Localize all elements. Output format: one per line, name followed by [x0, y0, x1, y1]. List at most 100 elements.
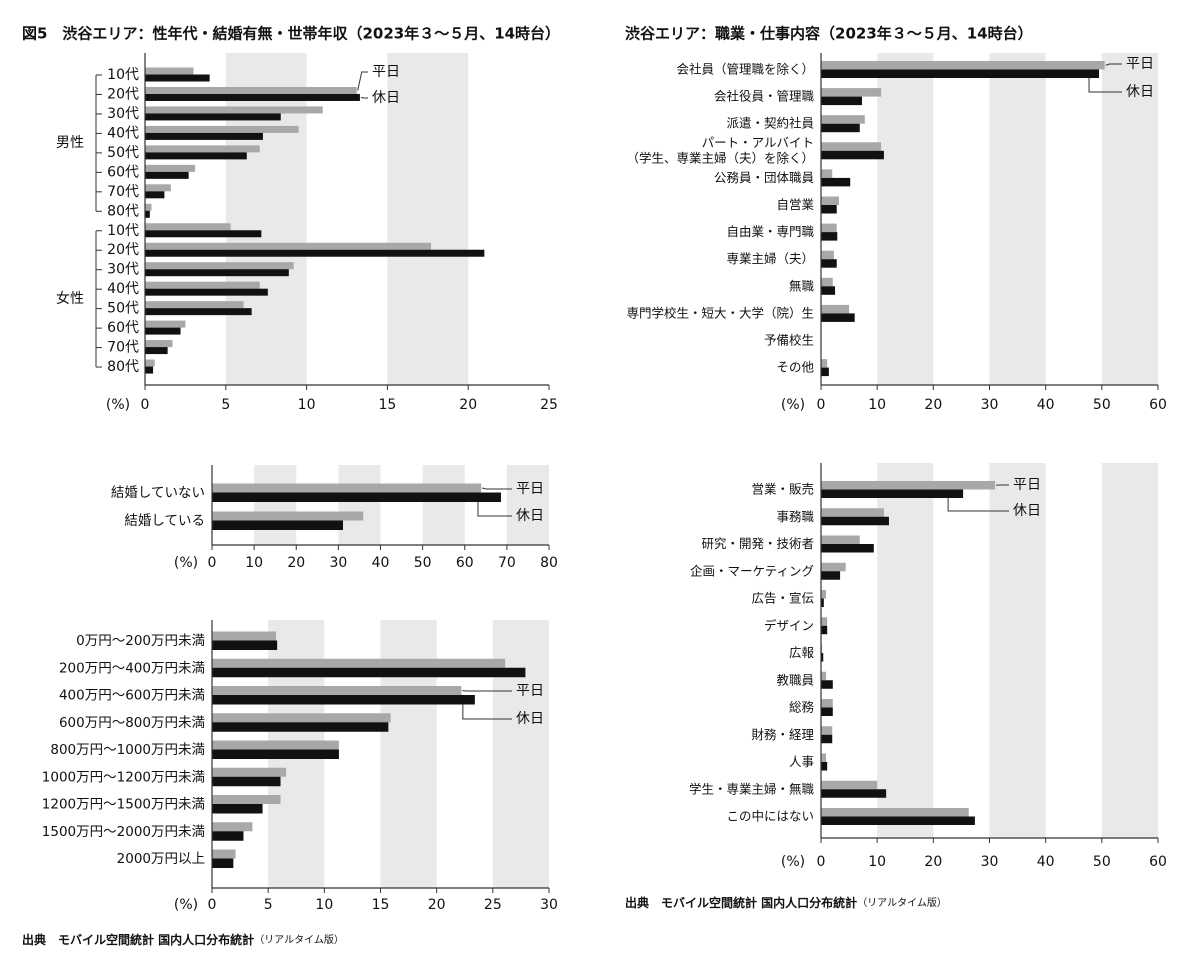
category-label: 200万円～400万円未満 [59, 660, 205, 676]
bar-weekday [821, 508, 884, 517]
bar-holiday [212, 776, 281, 787]
bar-weekday [145, 125, 299, 133]
holiday-leader-line [360, 96, 368, 99]
category-label: 60代 [107, 320, 139, 336]
category-label: 自営業 [776, 197, 814, 212]
shaded-band [506, 465, 549, 545]
bar-holiday [212, 858, 234, 868]
category-label: 無職 [789, 278, 815, 293]
bar-weekday [821, 61, 1105, 70]
weekday-leader-line [482, 487, 512, 490]
category-label: 公務員・団体職員 [714, 170, 815, 185]
holiday-series-label: 休日 [516, 711, 544, 727]
category-label: （学生、専業主婦（夫）を除く） [626, 151, 814, 166]
shaded-band [225, 53, 307, 385]
x-tick-label: 60 [1149, 397, 1167, 413]
category-label: 1200万円～1500万円未満 [42, 797, 205, 813]
x-tick-label: 30 [981, 397, 999, 413]
bar-holiday [145, 249, 485, 257]
bar-weekday [821, 88, 882, 97]
bar-holiday [821, 816, 975, 825]
category-label: 総務 [789, 700, 815, 715]
x-tick-label: 40 [1037, 397, 1055, 413]
bar-weekday [145, 203, 152, 211]
category-label: 30代 [107, 106, 139, 122]
right-figure-title: 渋谷エリア：職業・仕事内容（2023年３～５月、14時台） [625, 25, 1033, 43]
bar-weekday [821, 196, 839, 205]
category-label: 10代 [107, 67, 139, 83]
holiday-series-label: 休日 [1013, 503, 1041, 519]
bar-weekday [212, 511, 364, 521]
bar-holiday [821, 123, 860, 133]
bar-holiday [145, 152, 247, 160]
x-tick-label: 50 [414, 555, 432, 571]
category-label: 専業主婦（夫） [726, 251, 814, 266]
bar-holiday [821, 598, 824, 607]
holiday-leader-line [462, 704, 512, 720]
x-tick-label: 25 [540, 397, 558, 413]
bar-holiday [145, 171, 189, 179]
category-label: 企画・マーケティング [690, 563, 814, 578]
x-axis-unit-label: (%) [174, 897, 198, 913]
bar-weekday [821, 562, 846, 572]
bar-holiday [821, 259, 837, 268]
category-label: 70代 [107, 184, 139, 200]
category-label: 10代 [107, 223, 139, 239]
category-label: 40代 [107, 281, 139, 297]
category-label: 30代 [107, 262, 139, 278]
holiday-series-label: 休日 [516, 508, 544, 524]
shaded-band [877, 53, 934, 385]
bar-holiday [821, 150, 884, 160]
source-edition-text: （リアルタイム版） [857, 896, 947, 909]
x-tick-label: 60 [1149, 854, 1167, 870]
category-label: 教職員 [776, 672, 814, 687]
bar-weekday [821, 250, 834, 260]
x-axis-unit-label: (%) [781, 854, 805, 870]
category-label: 60代 [107, 164, 139, 180]
category-label: 派遣・契約社員 [726, 116, 814, 131]
bar-holiday [145, 230, 262, 238]
x-tick-label: 15 [372, 897, 390, 913]
bar-holiday [821, 205, 837, 214]
x-tick-label: 25 [484, 897, 502, 913]
category-label: 結婚していない [111, 485, 205, 501]
gender-age-chart: 10代 20代 30代 40代 50代 60代 70代 80代 10代 20代 30代 40代 50代 6… [56, 53, 558, 413]
bar-weekday [212, 795, 281, 804]
category-label: 研究・開発・技術者 [701, 536, 814, 551]
x-tick-label: 20 [287, 555, 305, 571]
x-tick-label: 60 [456, 555, 474, 571]
bar-holiday [821, 544, 874, 553]
bar-holiday [145, 347, 168, 355]
category-label: 50代 [107, 145, 139, 161]
bar-weekday [212, 849, 236, 859]
bar-weekday [145, 184, 171, 192]
category-label: 結婚している [124, 513, 205, 529]
shaded-band [1101, 463, 1158, 838]
bar-holiday [212, 640, 278, 650]
source-main-text: 出典 モバイル空間統計 国内人口分布統計 [22, 932, 254, 947]
source-edition-text: （リアルタイム版） [254, 933, 344, 946]
group-label: 女性 [56, 290, 84, 307]
x-tick-label: 50 [1093, 397, 1111, 413]
bar-holiday [212, 749, 339, 759]
holiday-leader-line [1088, 78, 1122, 93]
category-label: 20代 [107, 242, 139, 258]
bar-holiday [821, 69, 1100, 78]
weekday-series-label: 平日 [1013, 477, 1041, 493]
bar-weekday [821, 304, 850, 314]
category-label: 広告・宣伝 [751, 591, 814, 606]
household-income-chart: 0万円～200万円未満 200万円～400万円未満 400万円～600万円未満 600… [42, 620, 558, 913]
x-axis-unit-label: (%) [174, 555, 198, 571]
x-tick-label: 30 [329, 555, 347, 571]
x-axis-unit-label: (%) [781, 397, 805, 413]
bar-weekday [821, 753, 827, 762]
bar-holiday [821, 96, 863, 106]
bar-weekday [145, 67, 194, 75]
x-tick-label: 80 [540, 555, 558, 571]
x-tick-label: 5 [264, 897, 273, 913]
bar-weekday [212, 740, 339, 750]
weekday-series-label: 平日 [516, 481, 544, 497]
bar-weekday [821, 142, 882, 151]
bar-holiday [821, 571, 841, 580]
shaded-band [989, 463, 1046, 838]
